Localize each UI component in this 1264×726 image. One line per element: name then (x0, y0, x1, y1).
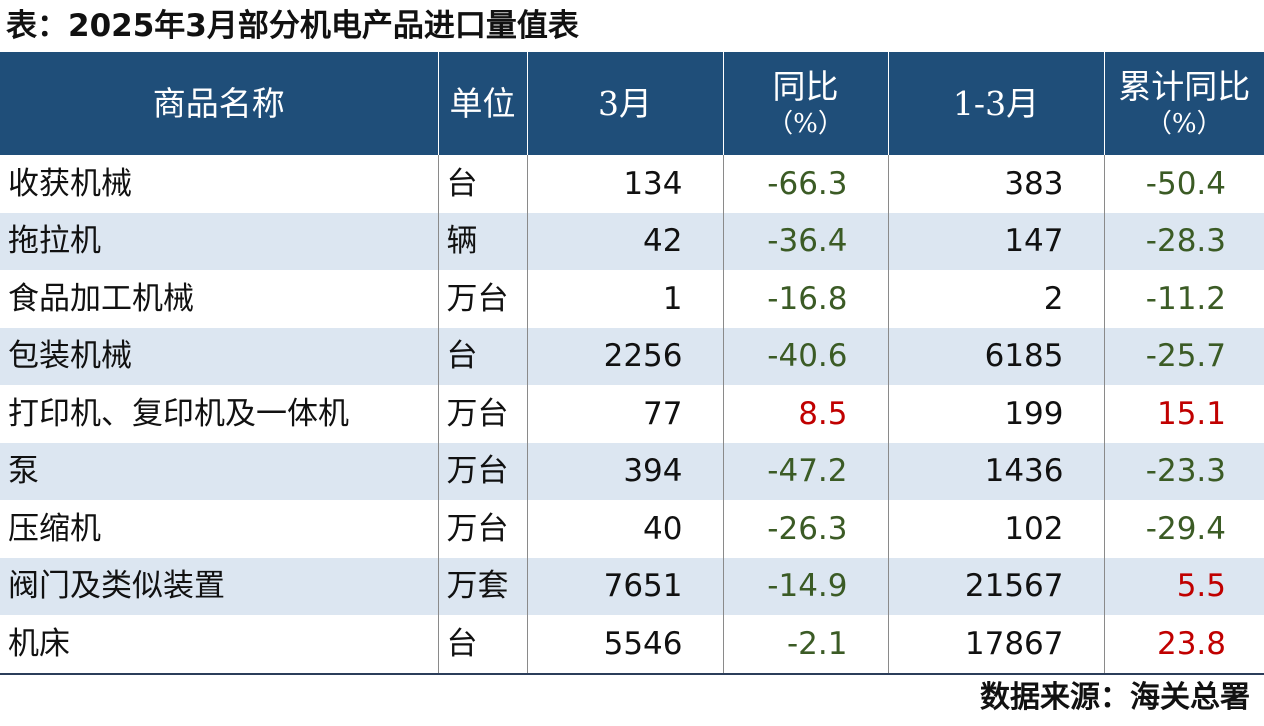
cell-name: 收获机械 (8, 165, 132, 202)
cell-yoy: -16.8 (722, 270, 888, 328)
header-ytd-yoy-label: 累计同比 (1118, 66, 1251, 106)
table-body: 收获机械 台 134 -66.3 383 -50.4 拖拉机 辆 42 -36.… (0, 155, 1264, 673)
table-bottom-rule (0, 673, 1264, 675)
cell-ytd: 21567 (887, 557, 1104, 615)
cell-ytd-yoy: -50.4 (1103, 155, 1264, 213)
cell-yoy: -26.3 (722, 500, 888, 558)
header-unit: 单位 (437, 52, 527, 155)
cell-march: 40 (526, 500, 723, 558)
header-yoy: 同比 （%） (722, 52, 888, 155)
cell-unit: 万套 (437, 557, 527, 615)
cell-yoy: -47.2 (722, 442, 888, 500)
table-row: 压缩机 万台 40 -26.3 102 -29.4 (0, 500, 1264, 558)
cell-ytd-yoy: -25.7 (1103, 327, 1264, 385)
cell-unit: 台 (437, 155, 527, 213)
cell-ytd: 199 (887, 385, 1104, 443)
table-row: 打印机、复印机及一体机 万台 77 8.5 199 15.1 (0, 385, 1264, 443)
data-source: 数据来源：海关总署 (980, 680, 1250, 715)
header-row: 商品名称 单位 3月 同比 （%） 1-3月 累计同比 （%） (0, 52, 1264, 155)
cell-ytd-yoy: 5.5 (1103, 557, 1264, 615)
import-data-table: 商品名称 单位 3月 同比 （%） 1-3月 累计同比 （%） 收获机械 台 1… (0, 52, 1264, 673)
cell-unit: 台 (437, 615, 527, 673)
table-title: 表：2025年3月部分机电产品进口量值表 (6, 8, 579, 44)
cell-unit: 万台 (437, 270, 527, 328)
cell-ytd-yoy: 23.8 (1103, 615, 1264, 673)
cell-ytd-yoy: 15.1 (1103, 385, 1264, 443)
cell-ytd-yoy: -11.2 (1103, 270, 1264, 328)
cell-unit: 万台 (437, 500, 527, 558)
cell-ytd: 1436 (887, 442, 1104, 500)
cell-name: 阀门及类似装置 (8, 568, 225, 605)
cell-ytd: 17867 (887, 615, 1104, 673)
cell-name: 食品加工机械 (8, 280, 194, 317)
cell-name: 机床 (8, 625, 70, 662)
cell-march: 42 (526, 212, 723, 270)
cell-march: 5546 (526, 615, 723, 673)
header-yoy-unit: （%） (767, 108, 844, 139)
cell-ytd: 147 (887, 212, 1104, 270)
table-row: 收获机械 台 134 -66.3 383 -50.4 (0, 155, 1264, 213)
header-yoy-label: 同比 (772, 66, 839, 106)
header-name: 商品名称 (152, 83, 285, 123)
cell-yoy: -36.4 (722, 212, 888, 270)
cell-ytd: 2 (887, 270, 1104, 328)
cell-ytd: 6185 (887, 327, 1104, 385)
cell-yoy: 8.5 (722, 385, 888, 443)
cell-ytd: 383 (887, 155, 1104, 213)
cell-unit: 万台 (437, 442, 527, 500)
cell-ytd-yoy: -28.3 (1103, 212, 1264, 270)
header-ytd: 1-3月 (887, 52, 1104, 155)
table-header: 商品名称 单位 3月 同比 （%） 1-3月 累计同比 （%） (0, 52, 1264, 155)
cell-unit: 万台 (437, 385, 527, 443)
cell-march: 77 (526, 385, 723, 443)
cell-march: 394 (526, 442, 723, 500)
table-row: 拖拉机 辆 42 -36.4 147 -28.3 (0, 212, 1264, 270)
cell-march: 2256 (526, 327, 723, 385)
cell-name: 压缩机 (8, 510, 101, 547)
cell-yoy: -40.6 (722, 327, 888, 385)
cell-march: 134 (526, 155, 723, 213)
header-ytd-yoy-unit: （%） (1145, 108, 1223, 139)
cell-unit: 辆 (437, 212, 527, 270)
cell-unit: 台 (437, 327, 527, 385)
table-row: 食品加工机械 万台 1 -16.8 2 -11.2 (0, 270, 1264, 328)
cell-march: 1 (526, 270, 723, 328)
cell-ytd-yoy: -23.3 (1103, 442, 1264, 500)
cell-ytd-yoy: -29.4 (1103, 500, 1264, 558)
cell-name: 泵 (8, 453, 39, 490)
header-march: 3月 (526, 52, 723, 155)
table-row: 包装机械 台 2256 -40.6 6185 -25.7 (0, 327, 1264, 385)
cell-name: 包装机械 (8, 338, 132, 375)
cell-yoy: -2.1 (722, 615, 888, 673)
header-ytd-yoy: 累计同比 （%） (1103, 52, 1264, 155)
table-row: 泵 万台 394 -47.2 1436 -23.3 (0, 442, 1264, 500)
cell-yoy: -66.3 (722, 155, 888, 213)
cell-ytd: 102 (887, 500, 1104, 558)
cell-yoy: -14.9 (722, 557, 888, 615)
table-row: 阀门及类似装置 万套 7651 -14.9 21567 5.5 (0, 557, 1264, 615)
cell-name: 打印机、复印机及一体机 (8, 395, 349, 432)
cell-name: 拖拉机 (8, 223, 101, 260)
table-row: 机床 台 5546 -2.1 17867 23.8 (0, 615, 1264, 673)
cell-march: 7651 (526, 557, 723, 615)
